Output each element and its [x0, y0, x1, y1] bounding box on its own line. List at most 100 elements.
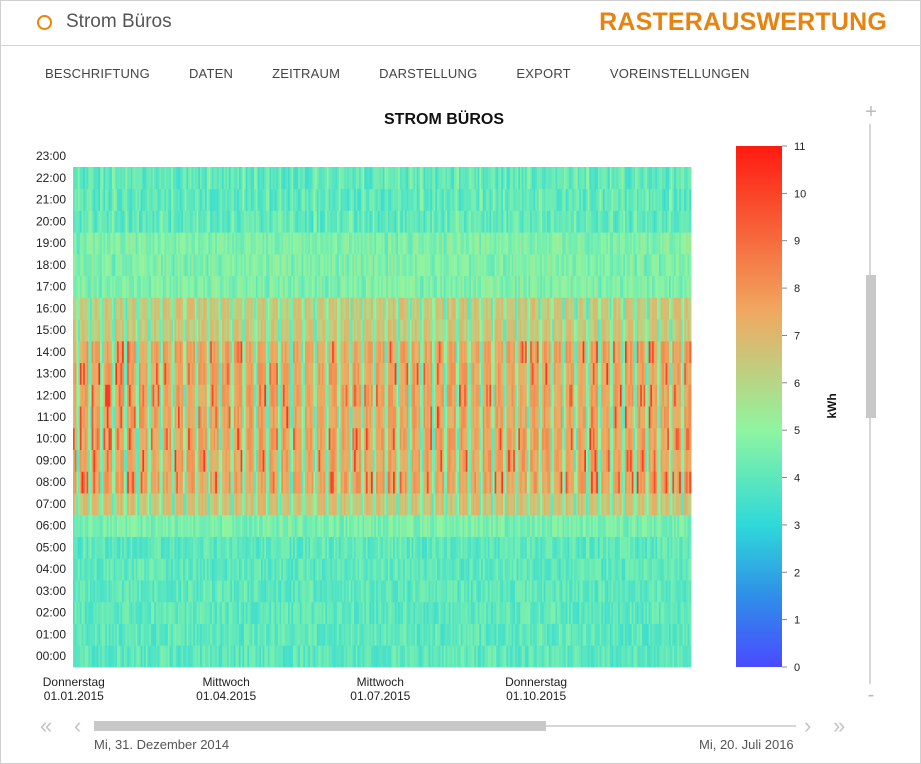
heatmap-cell — [113, 514, 116, 537]
heatmap-cell — [284, 232, 287, 255]
heatmap-cell — [377, 362, 380, 385]
menu-item-beschriftung[interactable]: BESCHRIFTUNG — [45, 66, 150, 81]
heatmap-cell — [437, 623, 440, 646]
heatmap-cell — [386, 340, 389, 364]
heatmap-cell — [350, 362, 353, 385]
heatmap-cell — [389, 471, 392, 494]
heatmap-cell — [186, 232, 189, 255]
heatmap-cell — [252, 384, 255, 407]
heatmap-cell — [98, 406, 101, 429]
heatmap-cell — [418, 253, 421, 277]
heatmap-cell — [73, 188, 76, 211]
heatmap-cell — [415, 493, 418, 516]
heatmap-cell — [343, 558, 346, 581]
menu-item-export[interactable]: EXPORT — [516, 66, 571, 81]
heatmap-cell — [296, 297, 299, 320]
heatmap-cell — [132, 449, 135, 472]
heatmap-cell — [230, 275, 233, 298]
heatmap-cell — [389, 601, 392, 624]
heatmap-cell — [321, 188, 324, 211]
menu-item-voreinstellungen[interactable]: VOREINSTELLUNGEN — [609, 66, 750, 81]
heatmap-cell — [431, 514, 435, 537]
heatmap-cell — [391, 449, 394, 472]
heatmap-cell — [111, 493, 115, 516]
heatmap-cell — [345, 558, 348, 581]
heatmap-cell — [233, 362, 236, 385]
heatmap-cell — [93, 210, 96, 233]
menu-item-zeitraum[interactable]: ZEITRAUM — [272, 66, 341, 81]
heatmap-cell — [230, 406, 233, 429]
heatmap-cell — [117, 362, 120, 385]
heatmap-cell — [296, 558, 299, 581]
heatmap-cell — [352, 188, 355, 211]
heatmap-cell — [184, 384, 187, 407]
heatmap-cell — [78, 340, 81, 364]
menu-item-darstellung[interactable]: DARSTELLUNG — [379, 66, 478, 81]
heatmap-cell — [284, 514, 287, 537]
heatmap-cell — [382, 449, 385, 472]
heatmap-cell — [154, 623, 157, 646]
heatmap-cell — [318, 493, 321, 516]
heatmap-cell — [288, 362, 291, 385]
heatmap-cell — [348, 427, 352, 451]
heatmap-cell — [264, 427, 267, 451]
heatmap-cell — [179, 449, 182, 472]
heatmap-cell — [199, 427, 203, 451]
heatmap-cell — [73, 297, 76, 320]
heatmap-cell — [435, 427, 438, 451]
heatmap-cell — [152, 493, 155, 516]
heatmap-cell — [438, 514, 441, 537]
heatmap-cell — [431, 427, 435, 451]
heatmap-cell — [282, 210, 286, 233]
heatmap-cell — [399, 601, 402, 624]
menu-item-daten[interactable]: DATEN — [188, 66, 234, 81]
heatmap-cell — [279, 275, 282, 298]
heatmap-cell — [335, 514, 338, 537]
heatmap-cell — [225, 340, 228, 364]
heatmap-cell — [396, 601, 399, 624]
heatmap-cell — [196, 471, 199, 494]
heatmap-cell — [377, 210, 380, 233]
heatmap-cell — [113, 362, 116, 385]
heatmap-cell — [152, 167, 155, 190]
heatmap-cell — [406, 427, 409, 451]
heatmap-cell — [205, 406, 208, 429]
heatmap-cell — [223, 471, 226, 494]
heatmap-cell — [122, 623, 125, 646]
heatmap-cell — [271, 493, 274, 516]
heatmap-cell — [269, 384, 272, 407]
heatmap-cell — [139, 188, 142, 211]
heatmap-cell — [132, 580, 135, 603]
heatmap-cell — [391, 188, 394, 211]
heatmap-cell — [225, 319, 228, 342]
heatmap-cell — [279, 623, 282, 646]
heatmap-cell — [423, 232, 426, 255]
heatmap-cell — [96, 493, 99, 516]
heatmap-cell — [193, 645, 196, 668]
heatmap-cell — [118, 210, 121, 233]
heatmap-cell — [320, 340, 323, 364]
heatmap-cell — [306, 232, 309, 255]
heatmap-cell — [230, 623, 233, 646]
heatmap-cell — [123, 253, 126, 277]
heatmap-cell — [255, 188, 258, 211]
heatmap-cell — [362, 210, 365, 233]
heatmap-cell — [303, 601, 306, 624]
heatmap-cell — [325, 645, 328, 668]
heatmap-cell — [76, 232, 79, 255]
heatmap-cell — [208, 514, 211, 537]
heatmap-cell — [91, 558, 94, 581]
heatmap-cell — [384, 406, 387, 429]
heatmap-cell — [296, 580, 299, 603]
heatmap-cell — [137, 558, 140, 581]
heatmap-cell — [396, 384, 399, 407]
heatmap-cell — [193, 449, 196, 472]
heatmap-cell — [150, 297, 153, 320]
heatmap-cell — [262, 384, 265, 407]
heatmap-cell — [172, 362, 175, 385]
heatmap-cell — [362, 623, 365, 646]
heatmap-cell — [381, 601, 384, 624]
heatmap-cell — [127, 319, 130, 342]
heatmap-cell — [211, 449, 214, 472]
heatmap-cell — [137, 514, 140, 537]
